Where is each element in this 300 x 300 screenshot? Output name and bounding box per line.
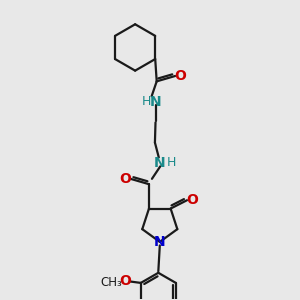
Text: O: O (175, 69, 186, 83)
Text: N: N (154, 156, 166, 170)
Text: O: O (186, 193, 198, 207)
Text: N: N (154, 235, 166, 249)
Text: CH₃: CH₃ (100, 275, 122, 289)
Text: H: H (141, 95, 151, 108)
Text: N: N (150, 94, 161, 109)
Text: H: H (167, 156, 176, 169)
Text: O: O (119, 274, 131, 288)
Text: O: O (119, 172, 131, 186)
